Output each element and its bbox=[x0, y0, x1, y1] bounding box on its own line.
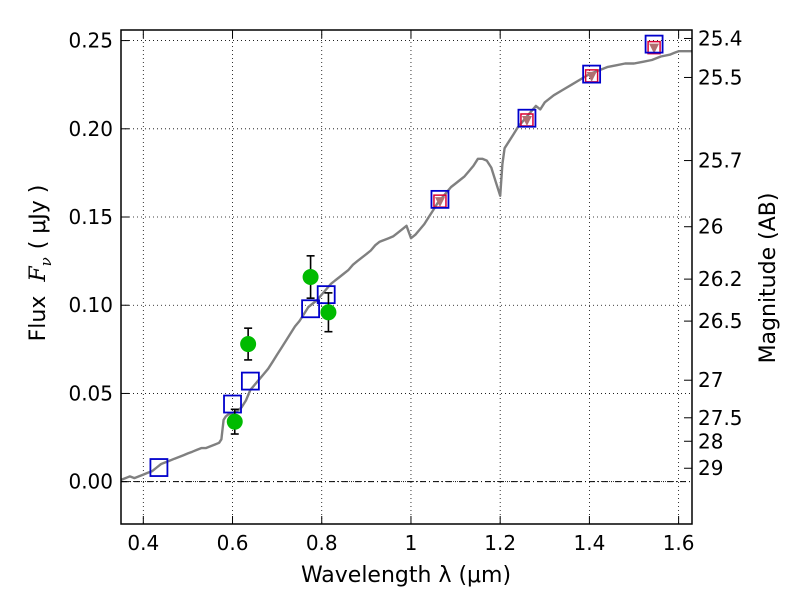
observed-flux-point bbox=[320, 304, 337, 321]
observed-flux-markers bbox=[226, 255, 337, 435]
model-flux-square bbox=[301, 299, 320, 319]
upper-limit-triangle bbox=[521, 115, 532, 126]
y-axis-label: Flux Fν ( μJy ) bbox=[26, 185, 55, 342]
plot-frame bbox=[120, 29, 693, 525]
y-axis-label-prefix: Flux bbox=[26, 296, 51, 342]
y2-tick-label: 27 bbox=[698, 368, 723, 392]
y-axis-label-symbol: F bbox=[26, 266, 51, 283]
x-tick-label: 0.6 bbox=[217, 531, 249, 555]
x-tick-label: 1 bbox=[405, 531, 418, 555]
model-flux-square bbox=[517, 108, 537, 128]
observed-flux-point bbox=[226, 413, 243, 430]
y2-tick-label: 26.5 bbox=[698, 309, 743, 333]
x-axis-label: Wavelength λ (μm) bbox=[301, 563, 511, 588]
y2-tick-label: 28 bbox=[698, 429, 723, 453]
model-flux-square bbox=[223, 394, 242, 414]
y-axis-label-subscript: ν bbox=[37, 257, 55, 266]
upper-limit-triangle bbox=[586, 71, 597, 82]
y2-tick-label: 25.4 bbox=[698, 26, 743, 50]
model-spectrum-line bbox=[120, 50, 692, 482]
upper-limit-triangle bbox=[434, 197, 445, 208]
model-flux-markers bbox=[149, 34, 664, 477]
y2-tick-label: 25.5 bbox=[698, 65, 743, 89]
upper-limit-triangle bbox=[649, 43, 660, 54]
observed-flux-point bbox=[302, 269, 319, 285]
y-tick-label: 0.25 bbox=[68, 29, 113, 53]
model-flux-square bbox=[149, 458, 169, 477]
upper-limit-markers bbox=[433, 40, 661, 208]
observed-flux-point bbox=[240, 336, 257, 353]
y2-tick-label: 29 bbox=[698, 456, 723, 480]
y-tick-label: 0.15 bbox=[68, 205, 113, 229]
x-tick-label: 1.6 bbox=[663, 531, 695, 555]
model-flux-square bbox=[430, 189, 450, 209]
y-tick-label: 0.20 bbox=[68, 117, 113, 141]
x-axis-ticks: 0.4 0.6 0.8 1 1.2 1.4 1.6 bbox=[127, 30, 695, 555]
y-axis-label-unit: ( μJy ) bbox=[26, 185, 51, 250]
y2-tick-label: 27.5 bbox=[698, 406, 743, 430]
x-tick-label: 1.2 bbox=[484, 531, 516, 555]
x-tick-label: 0.4 bbox=[127, 531, 159, 555]
x-tick-label: 0.8 bbox=[306, 531, 338, 555]
y-tick-label: 0.05 bbox=[68, 381, 113, 405]
model-flux-square bbox=[582, 64, 602, 84]
x-tick-label: 1.4 bbox=[573, 531, 605, 555]
y2-tick-label: 26 bbox=[698, 215, 723, 239]
y2-axis-label: Magnitude (AB) bbox=[756, 193, 781, 364]
model-flux-square bbox=[644, 34, 664, 54]
model-flux-square bbox=[316, 285, 336, 305]
model-flux-square bbox=[240, 371, 260, 391]
y-axis-ticks: 0.00 0.05 0.10 0.15 0.20 0.25 bbox=[68, 29, 129, 494]
y-tick-label: 0.10 bbox=[68, 293, 113, 317]
y2-tick-label: 26.2 bbox=[698, 267, 743, 291]
y2-tick-label: 25.7 bbox=[698, 149, 743, 173]
y-tick-label: 0.00 bbox=[68, 470, 113, 494]
